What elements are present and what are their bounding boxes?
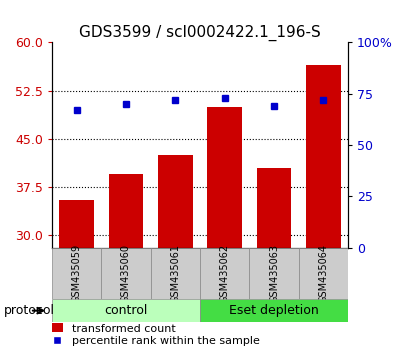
Bar	[299, 248, 348, 299]
Text: protocol: protocol	[4, 304, 55, 317]
Bar	[200, 299, 348, 322]
Text: GSM435061: GSM435061	[170, 244, 180, 303]
Bar	[52, 248, 101, 299]
Legend: transformed count, percentile rank within the sample: transformed count, percentile rank withi…	[50, 321, 262, 348]
Bar	[109, 174, 143, 248]
Title: GDS3599 / scl0002422.1_196-S: GDS3599 / scl0002422.1_196-S	[79, 25, 321, 41]
Bar	[151, 248, 200, 299]
Text: GSM435060: GSM435060	[121, 244, 131, 303]
Text: GSM435059: GSM435059	[72, 244, 82, 303]
Text: control: control	[104, 304, 148, 317]
Text: GSM435064: GSM435064	[318, 244, 328, 303]
Text: GSM435062: GSM435062	[220, 244, 230, 303]
Bar	[52, 299, 200, 322]
Bar	[200, 248, 249, 299]
Text: GSM435063: GSM435063	[269, 244, 279, 303]
Bar	[59, 200, 94, 248]
Bar	[207, 107, 242, 248]
Bar	[249, 248, 299, 299]
Bar	[257, 167, 291, 248]
Text: Eset depletion: Eset depletion	[229, 304, 319, 317]
Bar	[306, 65, 341, 248]
Bar	[158, 155, 193, 248]
Bar	[101, 248, 151, 299]
